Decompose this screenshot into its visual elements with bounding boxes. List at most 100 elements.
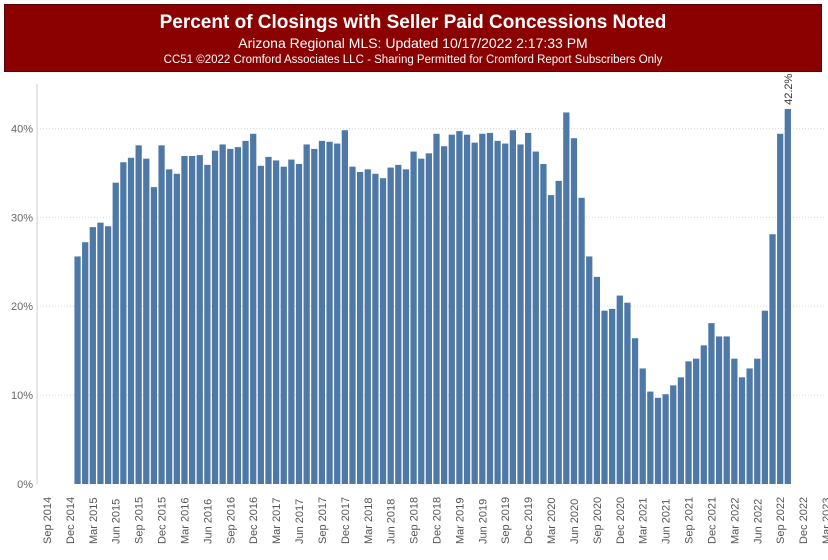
bar: [563, 112, 570, 484]
x-tick-label: Jun 2021: [661, 499, 673, 544]
bar: [326, 141, 333, 484]
bar: [570, 138, 578, 484]
bar: [494, 140, 501, 484]
x-tick-label: Sep 2020: [592, 497, 604, 544]
chart-title: Percent of Closings with Seller Paid Con…: [159, 12, 667, 33]
bar: [555, 180, 562, 484]
x-tick-label: Jun 2015: [111, 499, 123, 544]
y-tick-label: 10%: [11, 390, 33, 402]
bar: [609, 308, 616, 484]
bar: [624, 302, 631, 484]
bar: [685, 361, 692, 484]
x-tick-label: Jun 2017: [294, 499, 306, 544]
x-tick-label: Sep 2022: [775, 497, 787, 544]
data-label: 42.2%: [783, 74, 795, 105]
chart-subtitle: Arizona Regional MLS: Updated 10/17/2022…: [238, 35, 588, 51]
bar: [456, 131, 463, 484]
bar: [517, 144, 524, 484]
bar: [82, 242, 89, 484]
bar: [166, 169, 173, 484]
bar: [143, 158, 150, 484]
y-tick-label: 40%: [11, 123, 33, 135]
x-tick-label: Mar 2018: [363, 498, 375, 544]
bar: [219, 144, 226, 484]
x-tick-label: Dec 2014: [65, 497, 77, 544]
bar: [173, 173, 180, 484]
bar: [387, 167, 394, 485]
bar: [204, 164, 211, 484]
bar: [234, 147, 242, 484]
bar: [433, 133, 440, 484]
x-tick-label: Jun 2022: [752, 499, 764, 544]
bar: [586, 256, 593, 484]
title-banner: Percent of Closings with Seller Paid Con…: [4, 4, 822, 72]
bar: [593, 276, 601, 484]
bar: [272, 160, 280, 484]
bar: [540, 164, 547, 484]
bar: [784, 108, 791, 484]
bar: [547, 195, 555, 484]
bar: [196, 155, 203, 484]
bar: [708, 323, 715, 484]
bar: [525, 132, 532, 484]
bar: [578, 197, 585, 484]
bar: [349, 166, 356, 484]
bar: [288, 159, 295, 485]
x-tick-label: Sep 2018: [409, 497, 421, 544]
bar: [89, 227, 96, 484]
x-tick-label: Sep 2014: [42, 497, 54, 544]
bar: [104, 226, 112, 484]
bar: [677, 377, 685, 484]
bar: [257, 165, 264, 484]
x-tick-label: Sep 2016: [225, 497, 237, 544]
bar: [280, 166, 287, 484]
bar: [120, 162, 127, 484]
bar: [777, 133, 784, 484]
bar: [402, 169, 410, 484]
bar: [754, 358, 761, 484]
bar: [211, 150, 219, 484]
x-tick-label: Mar 2016: [179, 498, 191, 544]
bar: [463, 134, 471, 484]
bar: [410, 151, 417, 485]
bar: [303, 144, 310, 484]
bar: [479, 133, 486, 484]
bar: [250, 133, 257, 484]
bar: [265, 156, 272, 484]
bar: [418, 158, 425, 484]
x-tick-label: Dec 2016: [248, 497, 260, 544]
bar: [486, 132, 494, 484]
bar: [723, 336, 730, 484]
bar: [379, 178, 387, 484]
bar: [639, 368, 646, 484]
bar: [295, 164, 303, 484]
x-tick-label: Dec 2017: [340, 497, 352, 544]
bar: [502, 143, 509, 485]
bar: [188, 156, 196, 484]
bar: [746, 368, 753, 484]
bar: [356, 172, 364, 484]
x-tick-label: Sep 2017: [317, 497, 329, 544]
x-tick-label: Dec 2018: [432, 497, 444, 544]
bar: [731, 358, 738, 484]
bar: [181, 156, 188, 484]
x-tick-label: Mar 2019: [454, 498, 466, 544]
bar: [158, 145, 165, 484]
bar: [395, 164, 402, 484]
x-tick-label: Jun 2020: [569, 499, 581, 544]
x-tick-label: Dec 2021: [706, 497, 718, 544]
y-tick-label: 30%: [11, 212, 33, 224]
bar: [127, 157, 135, 484]
bar: [135, 145, 142, 484]
bar: [662, 394, 669, 484]
bar: [700, 345, 707, 484]
bar: [97, 222, 104, 484]
bar: [74, 256, 81, 484]
bar: [471, 142, 478, 484]
x-tick-label: Dec 2015: [157, 497, 169, 544]
bar: [448, 134, 455, 484]
x-tick-label: Mar 2017: [271, 498, 283, 544]
bar: [761, 310, 769, 484]
x-tick-label: Jun 2019: [477, 499, 489, 544]
bar: [364, 169, 371, 484]
